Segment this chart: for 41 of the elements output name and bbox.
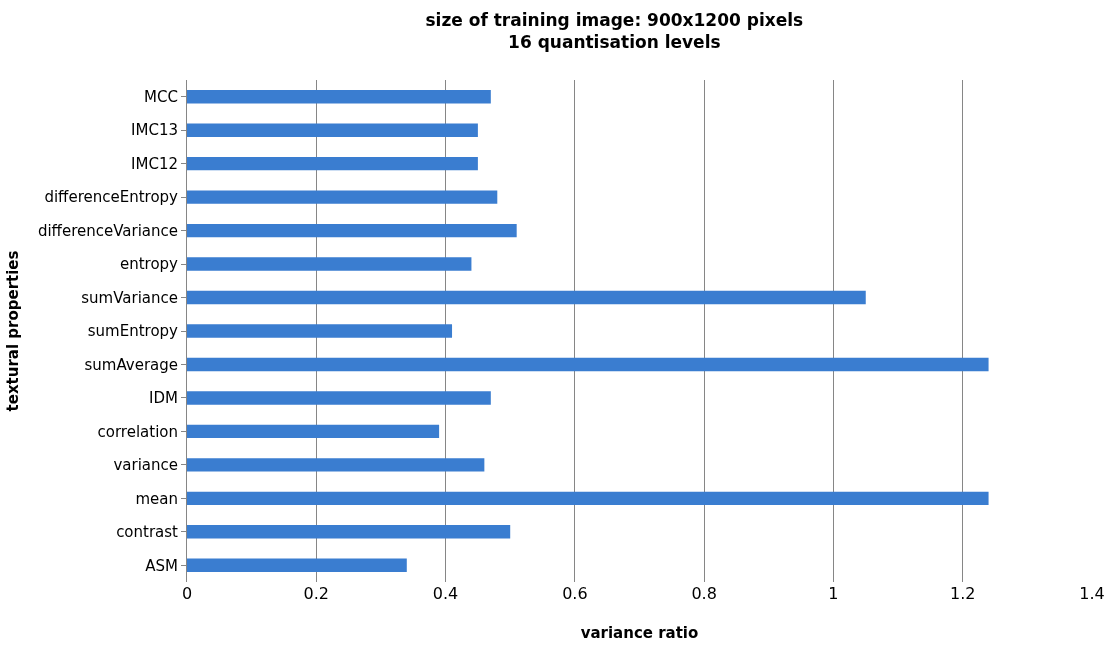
- x-tick-label: 0.6: [562, 584, 588, 603]
- x-tick-label: 1.2: [949, 584, 976, 603]
- y-tick-label: sumVariance: [81, 288, 178, 307]
- y-tick-label: sumEntropy: [87, 322, 179, 341]
- x-tick-label: 0: [181, 584, 193, 603]
- bar: [187, 324, 453, 338]
- y-tick-label: sumAverage: [84, 355, 178, 374]
- y-tick-label: entropy: [119, 255, 179, 274]
- bar: [187, 525, 511, 539]
- y-axis-title: textural properties: [4, 250, 23, 412]
- x-tick-label: 1: [828, 584, 839, 603]
- bar: [187, 156, 478, 171]
- y-tick-label: variance: [113, 456, 178, 475]
- x-tick-label: 0.8: [691, 584, 717, 603]
- y-tick-label: IMC12: [131, 154, 178, 173]
- y-tick-label: MCC: [144, 87, 178, 106]
- bar: [187, 424, 440, 439]
- x-axis-title: variance ratio: [580, 624, 699, 642]
- bar: [187, 391, 491, 405]
- bar: [187, 90, 491, 104]
- bar: [187, 223, 517, 238]
- y-tick-label: IDM: [149, 389, 178, 408]
- x-tick-label: 1.4: [1079, 584, 1105, 603]
- bar: [187, 123, 478, 137]
- y-tick-label: IMC13: [131, 121, 178, 140]
- bar: [187, 190, 498, 204]
- bar: [187, 458, 485, 472]
- y-tick-label: correlation: [97, 422, 178, 441]
- x-tick-label: 0.2: [303, 584, 330, 603]
- bar: [187, 558, 407, 572]
- bar: [187, 357, 989, 372]
- y-tick-label: contrast: [116, 523, 179, 542]
- y-tick-label: differenceEntropy: [44, 188, 179, 207]
- y-tick-label: ASM: [145, 556, 178, 575]
- y-tick-label: differenceVariance: [37, 221, 178, 240]
- y-tick-label: mean: [135, 489, 178, 508]
- bar: [187, 257, 472, 271]
- bar: [187, 290, 866, 305]
- chart-title: size of training image: 900x1200 pixels 16 quantisation levels: [425, 10, 804, 53]
- x-tick-label: 0.4: [432, 584, 459, 603]
- bar: [187, 491, 989, 506]
